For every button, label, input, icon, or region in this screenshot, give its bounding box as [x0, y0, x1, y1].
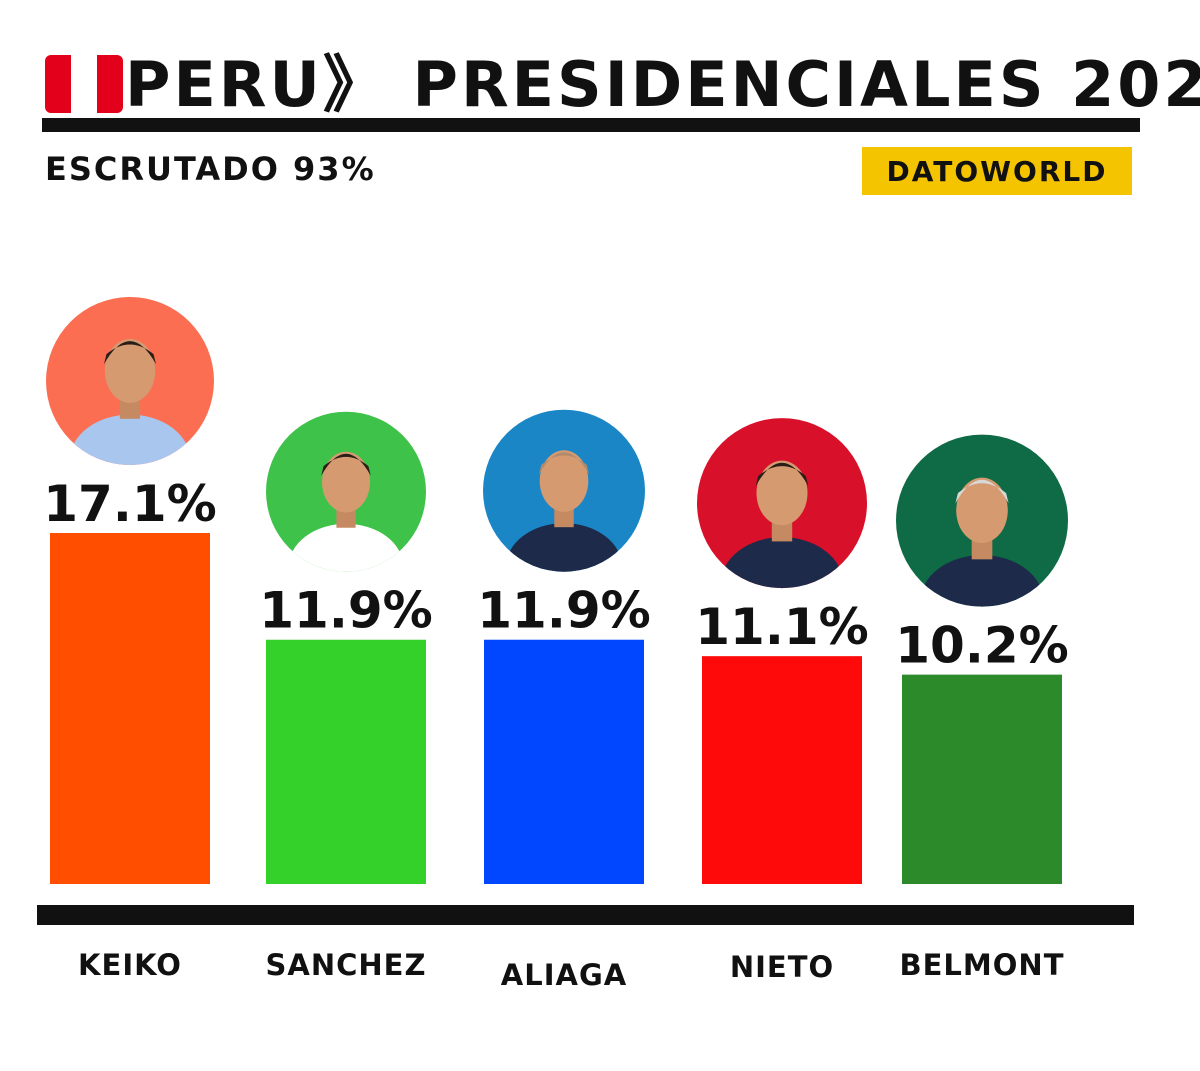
header-divider — [42, 118, 1140, 132]
chart-baseline — [37, 905, 1134, 925]
page-title: PERU》 PRESIDENCIALES 2026 — [125, 40, 1200, 130]
candidate-avatar — [896, 434, 1068, 607]
category-label: ALIAGA — [501, 958, 627, 992]
country-label: PERU — [125, 48, 323, 121]
bar-keiko — [50, 533, 210, 884]
brand-badge: DATOWORLD — [862, 147, 1132, 195]
peru-flag-icon — [45, 55, 123, 113]
count-status: ESCRUTADO 93% — [45, 150, 376, 188]
chart-title: PRESIDENCIALES 2026 — [412, 48, 1200, 121]
category-label: BELMONT — [900, 948, 1065, 982]
candidate-avatar — [266, 411, 426, 572]
candidate-avatar — [483, 409, 645, 572]
bar-aliaga — [484, 639, 644, 884]
value-label: 11.9% — [259, 582, 432, 640]
value-label: 10.2% — [895, 617, 1068, 675]
brand-label: DATOWORLD — [886, 154, 1108, 188]
candidate-avatar — [697, 418, 867, 589]
value-label: 11.9% — [477, 582, 650, 640]
category-label: SANCHEZ — [266, 948, 427, 982]
bar-sanchez — [266, 639, 426, 884]
candidate-avatar — [46, 297, 214, 465]
title-separator: 》 — [322, 48, 388, 121]
value-label: 11.1% — [695, 598, 868, 656]
bar-belmont — [902, 674, 1062, 884]
bar-nieto — [702, 656, 862, 884]
category-label: NIETO — [730, 950, 834, 984]
value-label: 17.1% — [43, 475, 216, 533]
category-label: KEIKO — [78, 948, 182, 982]
